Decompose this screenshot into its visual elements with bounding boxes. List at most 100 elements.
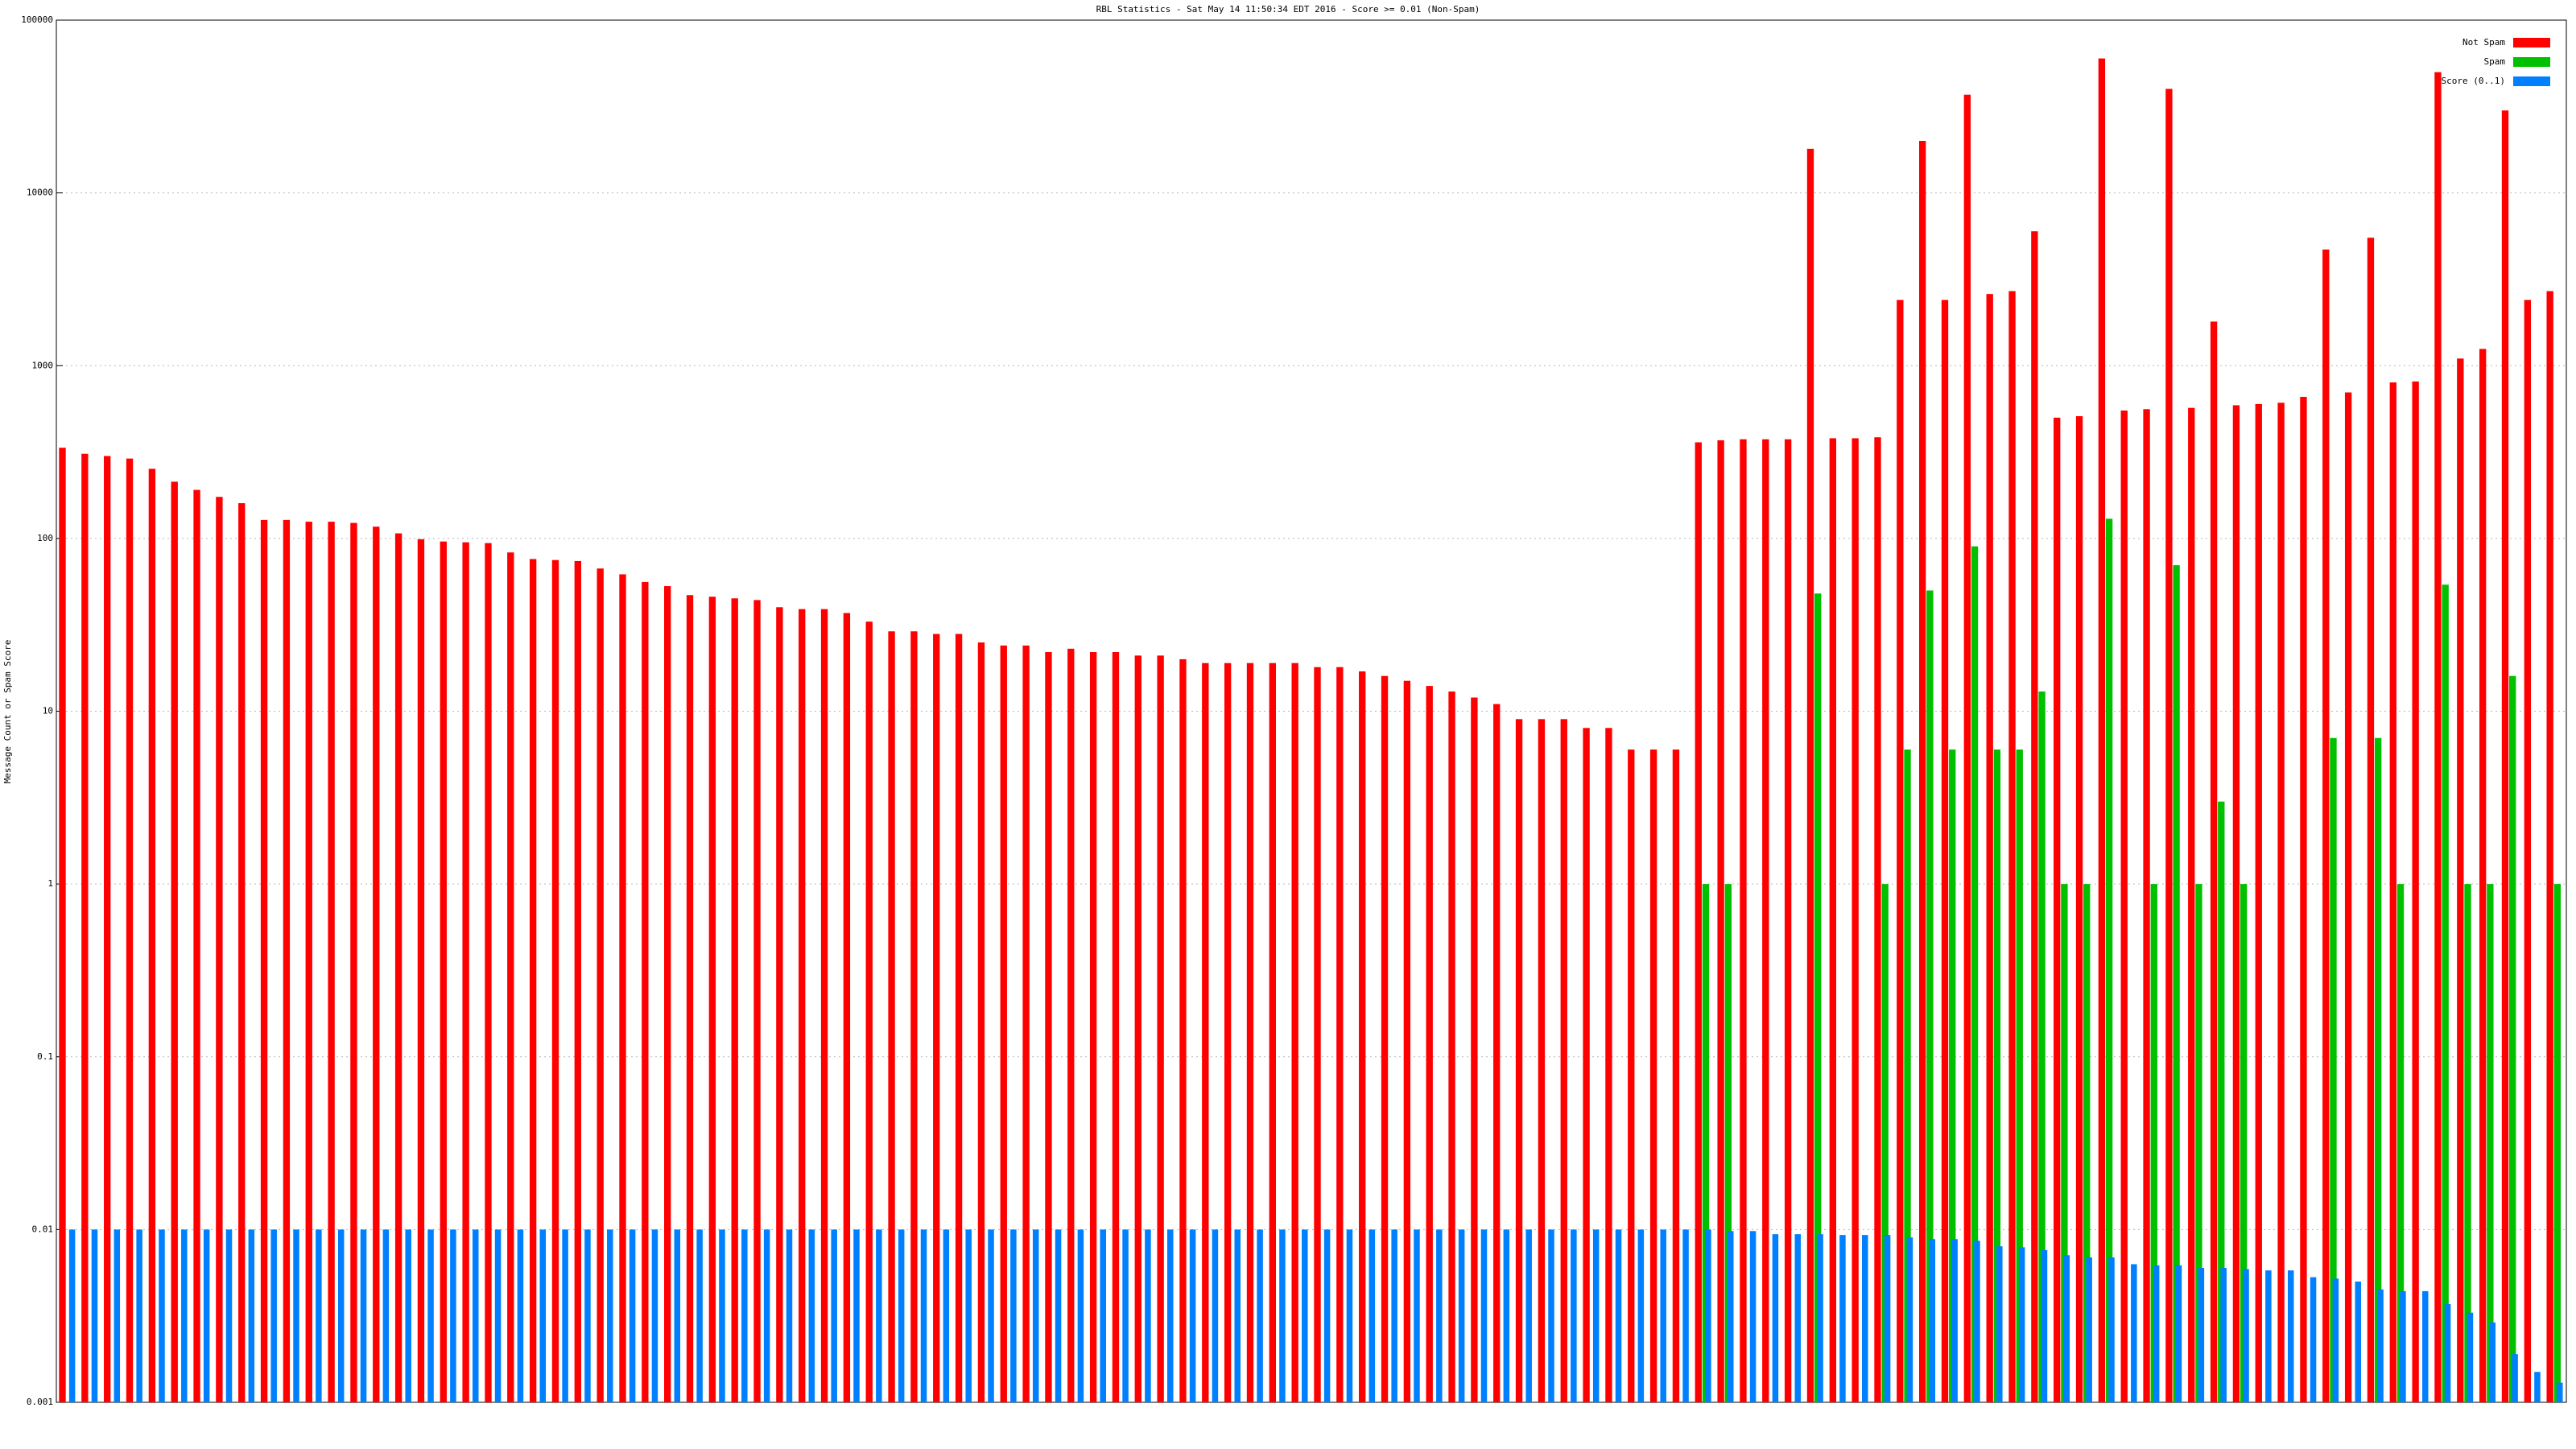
bar bbox=[1963, 94, 1971, 1403]
bar bbox=[1814, 593, 1822, 1402]
chart-title: RBL Statistics - Sat May 14 11:50:34 EDT… bbox=[1096, 4, 1480, 14]
bar bbox=[2054, 417, 2061, 1402]
bar bbox=[2442, 584, 2449, 1402]
bar bbox=[865, 621, 873, 1402]
bar bbox=[574, 560, 581, 1402]
bar bbox=[1829, 438, 1836, 1402]
bar bbox=[1682, 1229, 1689, 1402]
bar bbox=[1134, 655, 1141, 1402]
bar bbox=[1302, 1229, 1308, 1402]
bar bbox=[104, 456, 111, 1402]
bar bbox=[686, 595, 694, 1402]
y-tick-label: 10 bbox=[43, 706, 53, 716]
bar bbox=[394, 533, 402, 1402]
bar bbox=[1503, 1229, 1510, 1402]
bar bbox=[1724, 884, 1732, 1402]
bar bbox=[1949, 749, 1956, 1402]
bar bbox=[517, 1229, 524, 1402]
y-tick-label: 0.01 bbox=[32, 1224, 54, 1234]
bar bbox=[462, 542, 469, 1403]
bar bbox=[1122, 1229, 1129, 1402]
bar bbox=[181, 1229, 188, 1402]
bar bbox=[1359, 671, 1366, 1402]
bar bbox=[674, 1229, 681, 1402]
bar bbox=[225, 1229, 233, 1402]
bar bbox=[1538, 719, 1546, 1402]
bar bbox=[529, 559, 537, 1403]
bar bbox=[1471, 697, 1478, 1402]
bar bbox=[1919, 141, 1926, 1402]
bar bbox=[1660, 1229, 1666, 1402]
bar bbox=[1926, 590, 1934, 1402]
bar bbox=[1772, 1234, 1779, 1402]
bar bbox=[2031, 231, 2038, 1403]
bar bbox=[293, 1229, 299, 1402]
bar bbox=[696, 1229, 703, 1402]
bar bbox=[1971, 546, 1979, 1402]
bar bbox=[2240, 884, 2248, 1402]
bar bbox=[2210, 321, 2218, 1402]
bar bbox=[2173, 565, 2180, 1402]
bar bbox=[2344, 392, 2352, 1402]
bar bbox=[1055, 1229, 1062, 1402]
bar bbox=[1458, 1229, 1465, 1402]
bar bbox=[1045, 652, 1052, 1402]
bar bbox=[1314, 667, 1321, 1402]
bar bbox=[876, 1229, 882, 1402]
bar bbox=[539, 1229, 547, 1402]
y-tick-label: 1000 bbox=[32, 360, 54, 370]
bar bbox=[2165, 89, 2173, 1403]
bar bbox=[1022, 645, 1030, 1402]
bar bbox=[373, 526, 380, 1402]
bar bbox=[2444, 1304, 2451, 1402]
bar bbox=[1403, 680, 1411, 1402]
bar bbox=[1291, 663, 1298, 1402]
bar bbox=[1212, 1229, 1219, 1402]
bar bbox=[1941, 299, 1949, 1402]
legend-label: Not Spam bbox=[2462, 37, 2505, 47]
bar bbox=[1323, 1229, 1331, 1402]
bar bbox=[1010, 1229, 1017, 1402]
bar bbox=[2232, 405, 2240, 1402]
bar bbox=[2457, 358, 2464, 1402]
bar bbox=[776, 607, 783, 1402]
bar bbox=[2374, 737, 2382, 1402]
bar bbox=[485, 543, 492, 1402]
y-tick-label: 10000 bbox=[27, 188, 53, 198]
bar bbox=[708, 597, 716, 1402]
bar bbox=[2546, 291, 2553, 1402]
bar bbox=[1605, 728, 1612, 1402]
bar bbox=[584, 1229, 591, 1402]
bar bbox=[2220, 1267, 2227, 1402]
bar bbox=[943, 1229, 950, 1402]
bar bbox=[216, 497, 223, 1403]
bar bbox=[283, 519, 291, 1403]
bar bbox=[1727, 1231, 1734, 1402]
bar bbox=[2086, 1257, 2092, 1402]
bar bbox=[1717, 440, 1724, 1402]
bar bbox=[2534, 1372, 2541, 1402]
y-axis-label: Message Count or Spam Score bbox=[2, 640, 13, 784]
bar bbox=[2421, 1290, 2429, 1402]
bar bbox=[1381, 675, 1389, 1402]
bar bbox=[651, 1229, 658, 1402]
bar bbox=[799, 609, 806, 1402]
bar bbox=[1166, 1229, 1174, 1402]
bar bbox=[1346, 1229, 1353, 1402]
bar bbox=[2553, 884, 2562, 1402]
bar bbox=[1794, 1234, 1802, 1402]
bar bbox=[350, 522, 357, 1402]
bar bbox=[1881, 884, 1889, 1402]
bar bbox=[1993, 749, 2001, 1402]
bar bbox=[1705, 1229, 1711, 1402]
bar bbox=[2198, 1267, 2205, 1402]
bar bbox=[427, 1229, 434, 1402]
bar bbox=[977, 642, 985, 1402]
bar bbox=[2255, 403, 2262, 1403]
bar bbox=[1000, 645, 1007, 1402]
bar bbox=[2557, 1382, 2563, 1402]
bar bbox=[1906, 1237, 1913, 1402]
bar bbox=[2265, 1270, 2272, 1402]
bar bbox=[920, 1229, 927, 1402]
